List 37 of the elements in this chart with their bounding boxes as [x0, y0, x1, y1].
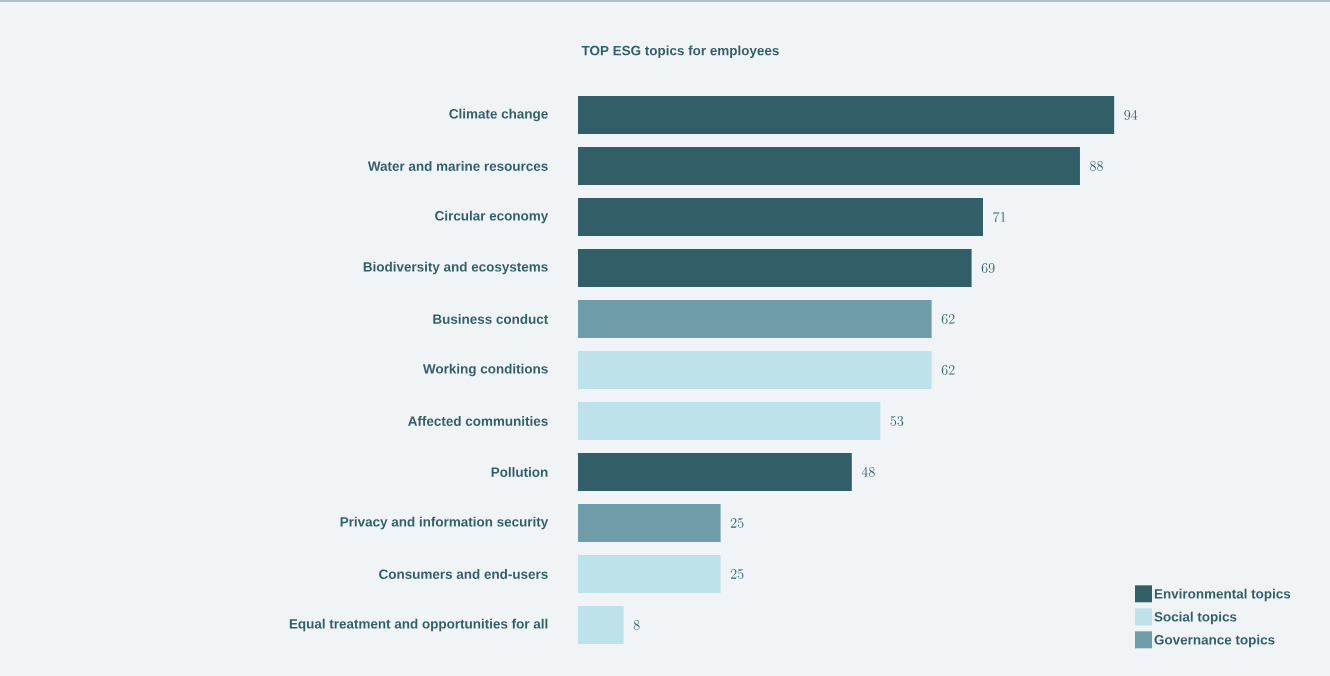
- y-tick-label: Privacy and information security: [340, 516, 549, 530]
- bar: [578, 606, 624, 645]
- data-label: 94: [1124, 109, 1138, 120]
- y-tick-label: Water and marine resources: [367, 161, 548, 171]
- bar: [578, 402, 881, 440]
- y-tick-label: Consumers and end-users: [379, 569, 548, 579]
- chart-title: TOP ESG topics for employees: [581, 45, 779, 58]
- legend-label: Social topics: [1154, 611, 1237, 625]
- legend-label: Environmental topics: [1154, 588, 1291, 602]
- y-tick-label: Biodiversity and ecosystems: [363, 261, 548, 275]
- bar: [578, 300, 932, 338]
- y-tick-label: Equal treatment and opportunities for all: [289, 618, 548, 632]
- data-label: 48: [861, 466, 875, 477]
- bar: [578, 351, 932, 389]
- data-label: 71: [993, 211, 1006, 222]
- data-label: 8: [633, 620, 640, 630]
- data-label: 53: [890, 416, 904, 426]
- y-tick-label: Working conditions: [422, 363, 548, 377]
- bar: [578, 453, 852, 491]
- y-tick-label: Pollution: [491, 467, 548, 477]
- data-label: 25: [730, 518, 744, 528]
- bar: [578, 146, 1080, 185]
- bar: [578, 555, 721, 593]
- y-tick-label: Affected communities: [408, 416, 548, 426]
- bar: [578, 95, 1115, 134]
- bar: [578, 198, 983, 236]
- bar: [578, 504, 721, 542]
- y-tick-label: Climate change: [449, 108, 548, 122]
- data-label: 62: [941, 314, 955, 324]
- legend-label: Governance topics: [1154, 634, 1275, 648]
- bar: [578, 249, 972, 287]
- data-label: 88: [1090, 161, 1103, 171]
- data-label: 69: [981, 263, 995, 273]
- data-label: 62: [941, 365, 955, 375]
- y-tick-label: Business conduct: [433, 314, 549, 324]
- data-label: 25: [730, 569, 744, 579]
- y-tick-label: Circular economy: [435, 210, 549, 224]
